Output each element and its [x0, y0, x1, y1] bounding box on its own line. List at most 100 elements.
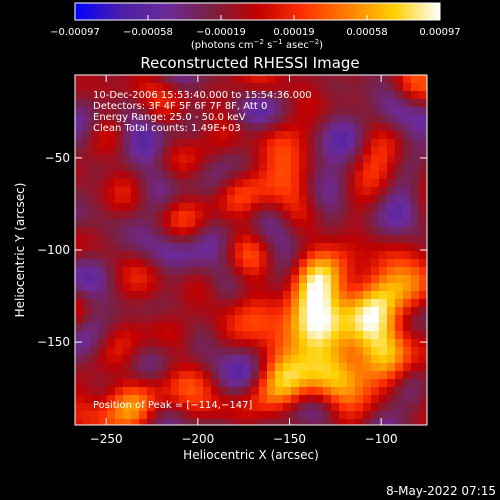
heatmap-cell: [235, 403, 243, 411]
heatmap-cell: [283, 299, 291, 307]
heatmap-cell: [83, 163, 91, 171]
heatmap-cell: [211, 147, 219, 155]
heatmap-cell: [331, 75, 339, 83]
heatmap-cell: [363, 195, 371, 203]
heatmap-cell: [387, 155, 395, 163]
heatmap-cell: [347, 403, 355, 411]
heatmap-cell: [395, 259, 403, 267]
heatmap-cell: [347, 235, 355, 243]
heatmap-cell: [419, 107, 427, 115]
heatmap-cell: [171, 251, 179, 259]
heatmap-cell: [75, 291, 83, 299]
heatmap-cell: [251, 387, 259, 395]
heatmap-cell: [291, 211, 299, 219]
heatmap-cell: [139, 99, 147, 107]
heatmap-cell: [363, 283, 371, 291]
heatmap-cell: [203, 243, 211, 251]
heatmap-cell: [299, 99, 307, 107]
heatmap-cell: [235, 363, 243, 371]
heatmap-cell: [419, 355, 427, 363]
heatmap-cell: [363, 395, 371, 403]
heatmap-cell: [187, 107, 195, 115]
heatmap-cell: [163, 99, 171, 107]
heatmap-cell: [387, 219, 395, 227]
heatmap-cell: [163, 323, 171, 331]
heatmap-cell: [283, 363, 291, 371]
heatmap-cell: [115, 115, 123, 123]
heatmap-cell: [171, 83, 179, 91]
heatmap-cell: [219, 363, 227, 371]
heatmap-cell: [363, 315, 371, 323]
heatmap-cell: [171, 283, 179, 291]
heatmap-cell: [411, 331, 419, 339]
heatmap-cell: [307, 211, 315, 219]
heatmap-cell: [355, 171, 363, 179]
heatmap-cell: [91, 259, 99, 267]
heatmap-cell: [211, 411, 219, 419]
heatmap-cell: [91, 155, 99, 163]
heatmap-cell: [251, 227, 259, 235]
heatmap-cell: [323, 291, 331, 299]
heatmap-cell: [107, 155, 115, 163]
heatmap-cell: [267, 155, 275, 163]
heatmap-cell: [107, 147, 115, 155]
heatmap-cell: [339, 147, 347, 155]
heatmap-cell: [331, 339, 339, 347]
heatmap-cell: [83, 339, 91, 347]
heatmap-cell: [147, 291, 155, 299]
heatmap-cell: [283, 195, 291, 203]
heatmap-cell: [131, 299, 139, 307]
heatmap-cell: [387, 267, 395, 275]
heatmap-cell: [139, 291, 147, 299]
heatmap-cell: [243, 403, 251, 411]
heatmap-cell: [371, 243, 379, 251]
heatmap-cell: [355, 147, 363, 155]
heatmap-cell: [91, 251, 99, 259]
heatmap-cell: [387, 283, 395, 291]
heatmap-cell: [211, 155, 219, 163]
heatmap-cell: [147, 411, 155, 419]
heatmap-cell: [331, 187, 339, 195]
heatmap-cell: [219, 75, 227, 83]
heatmap-cell: [115, 131, 123, 139]
heatmap-cell: [171, 379, 179, 387]
heatmap-cell: [339, 83, 347, 91]
heatmap-cell: [283, 331, 291, 339]
heatmap-cell: [99, 187, 107, 195]
heatmap-cell: [147, 211, 155, 219]
heatmap-cell: [75, 171, 83, 179]
heatmap-cell: [347, 163, 355, 171]
heatmap-cell: [211, 115, 219, 123]
heatmap-cell: [379, 115, 387, 123]
heatmap-cell: [147, 339, 155, 347]
heatmap-cell: [371, 299, 379, 307]
heatmap-cell: [339, 291, 347, 299]
heatmap-cell: [227, 411, 235, 419]
heatmap-cell: [235, 99, 243, 107]
heatmap-cell: [331, 275, 339, 283]
heatmap-cell: [147, 139, 155, 147]
heatmap-cell: [163, 299, 171, 307]
heatmap-cell: [291, 107, 299, 115]
heatmap-cell: [395, 163, 403, 171]
heatmap-cell: [123, 163, 131, 171]
heatmap-cell: [379, 91, 387, 99]
heatmap-cell: [155, 259, 163, 267]
heatmap-cell: [107, 195, 115, 203]
heatmap-cell: [171, 195, 179, 203]
heatmap-cell: [139, 235, 147, 243]
heatmap-cell: [219, 195, 227, 203]
heatmap-cell: [251, 83, 259, 91]
heatmap-cell: [203, 155, 211, 163]
heatmap-cell: [299, 387, 307, 395]
heatmap-cell: [291, 403, 299, 411]
heatmap-cell: [195, 387, 203, 395]
heatmap-cell: [331, 323, 339, 331]
heatmap-cell: [299, 91, 307, 99]
heatmap-cell: [387, 131, 395, 139]
heatmap-cell: [131, 147, 139, 155]
heatmap-cell: [347, 203, 355, 211]
heatmap-cell: [259, 339, 267, 347]
heatmap-cell: [155, 131, 163, 139]
heatmap-cell: [107, 259, 115, 267]
